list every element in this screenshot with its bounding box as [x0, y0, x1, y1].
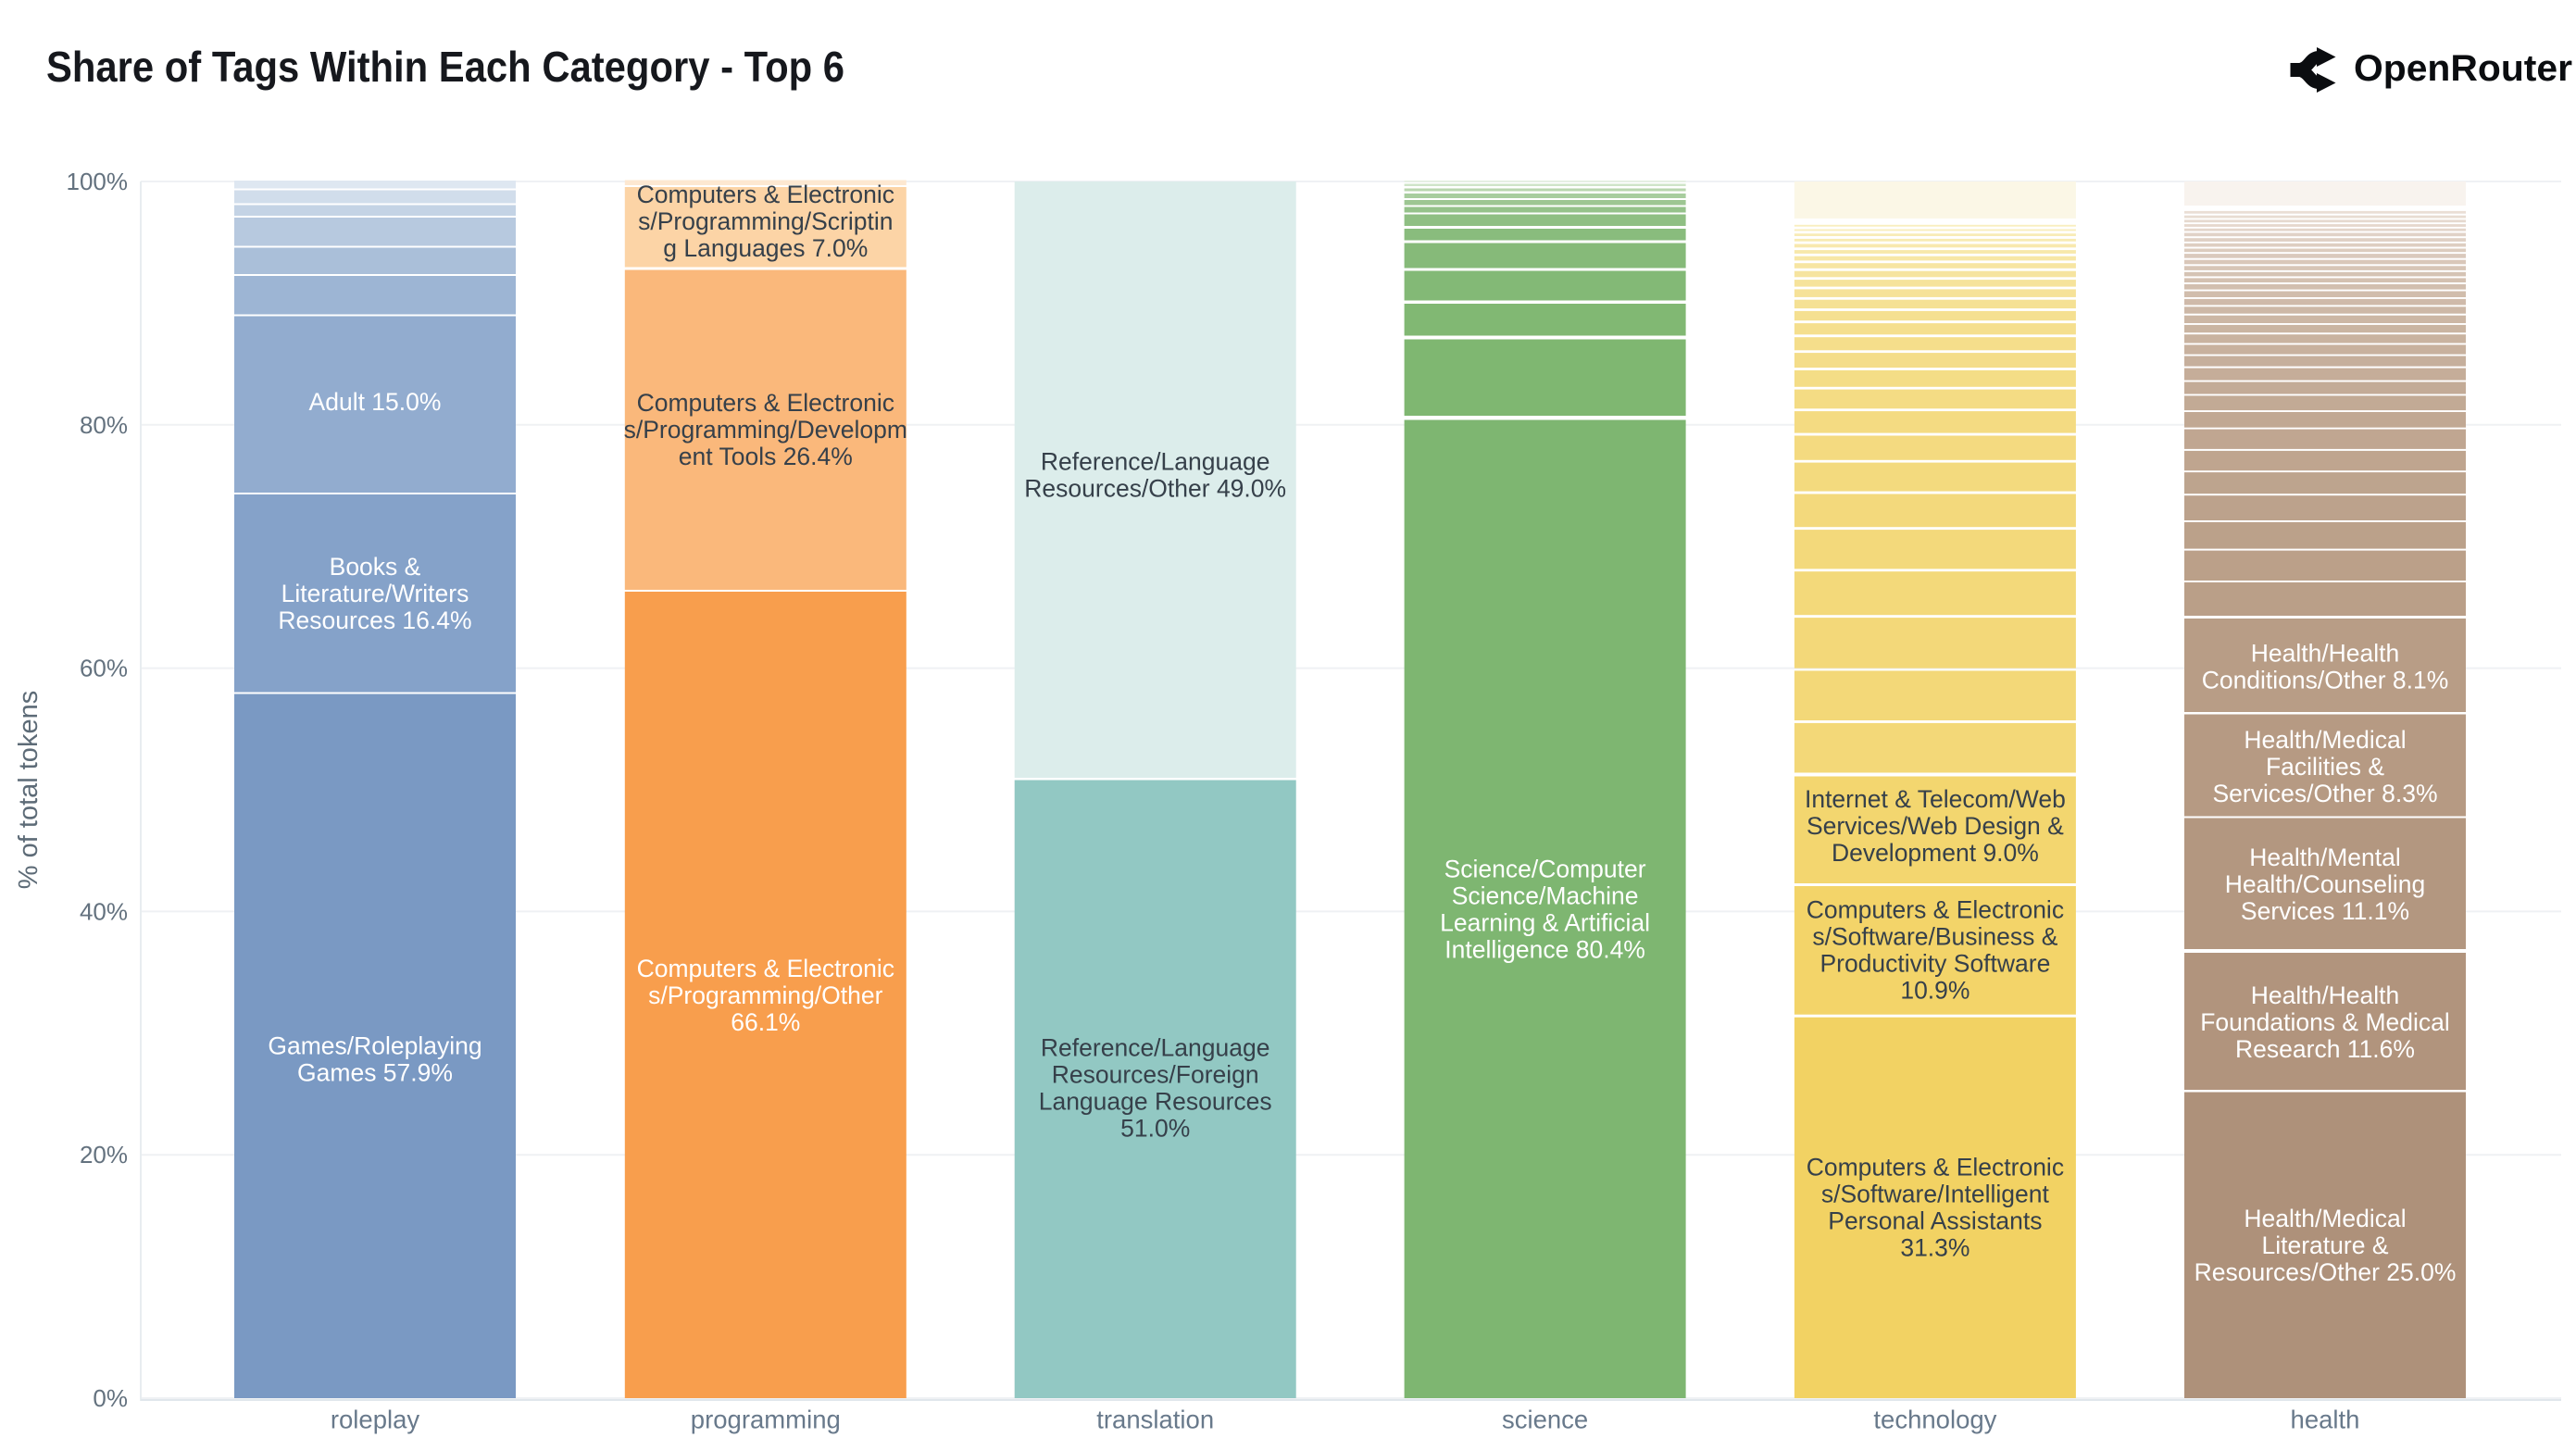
svg-text:Adult 15.0%: Adult 15.0% [309, 388, 442, 416]
svg-text:Games/Roleplaying: Games/Roleplaying [268, 1032, 481, 1060]
svg-text:Science/Computer: Science/Computer [1444, 856, 1646, 883]
svg-text:OpenRouter: OpenRouter [2354, 48, 2572, 89]
svg-text:0%: 0% [93, 1384, 128, 1412]
svg-text:80%: 80% [80, 411, 128, 439]
svg-text:Computers & Electronic: Computers & Electronic [1807, 896, 2064, 924]
svg-text:Literature &: Literature & [2262, 1231, 2389, 1259]
svg-text:Language Resources: Language Resources [1039, 1088, 1272, 1116]
svg-text:51.0%: 51.0% [1120, 1115, 1190, 1143]
svg-text:% of total tokens: % of total tokens [14, 691, 44, 889]
svg-text:s/Software/Business &: s/Software/Business & [1812, 923, 2057, 951]
svg-text:Foundations & Medical: Foundations & Medical [2200, 1008, 2450, 1036]
svg-text:s/Software/Intelligent: s/Software/Intelligent [1821, 1181, 2050, 1208]
svg-text:g Languages 7.0%: g Languages 7.0% [663, 234, 868, 262]
svg-text:ent Tools 26.4%: ent Tools 26.4% [679, 443, 853, 470]
svg-text:s/Programming/Developm: s/Programming/Developm [624, 416, 907, 444]
svg-text:10.9%: 10.9% [1900, 977, 1970, 1005]
svg-text:s/Programming/Other: s/Programming/Other [648, 981, 882, 1009]
svg-text:Resources/Foreign: Resources/Foreign [1052, 1061, 1259, 1089]
svg-text:Share of Tags Within Each Cate: Share of Tags Within Each Category - Top… [46, 43, 844, 91]
svg-text:100%: 100% [67, 168, 129, 195]
svg-text:Resources 16.4%: Resources 16.4% [278, 606, 471, 634]
svg-text:Health/Mental: Health/Mental [2249, 844, 2401, 871]
svg-text:Health/Medical: Health/Medical [2244, 1205, 2406, 1232]
svg-text:Internet & Telecom/Web: Internet & Telecom/Web [1805, 785, 2066, 813]
svg-text:Resources/Other 49.0%: Resources/Other 49.0% [1024, 475, 1286, 503]
svg-text:Personal Assistants: Personal Assistants [1828, 1207, 2042, 1235]
svg-text:Health/Health: Health/Health [2251, 981, 2400, 1009]
svg-text:Facilities &: Facilities & [2266, 753, 2384, 781]
svg-text:health: health [2291, 1406, 2360, 1434]
svg-text:31.3%: 31.3% [1900, 1234, 1970, 1262]
svg-text:Science/Machine: Science/Machine [1452, 882, 1639, 910]
svg-text:science: science [1502, 1406, 1588, 1434]
svg-text:Literature/Writers: Literature/Writers [281, 580, 469, 607]
svg-text:roleplay: roleplay [331, 1406, 420, 1434]
svg-text:Research 11.6%: Research 11.6% [2235, 1035, 2415, 1063]
svg-text:Resources/Other 25.0%: Resources/Other 25.0% [2195, 1258, 2457, 1286]
svg-text:Productivity Software: Productivity Software [1819, 950, 2050, 978]
svg-text:40%: 40% [80, 897, 128, 925]
svg-text:Health/Medical: Health/Medical [2244, 726, 2406, 754]
svg-text:Computers & Electronic: Computers & Electronic [637, 955, 894, 982]
svg-text:s/Programming/Scriptin: s/Programming/Scriptin [638, 207, 893, 235]
svg-text:66.1%: 66.1% [731, 1008, 800, 1036]
svg-text:Learning & Artificial: Learning & Artificial [1440, 909, 1650, 937]
svg-text:Computers & Electronic: Computers & Electronic [637, 389, 894, 417]
svg-text:20%: 20% [80, 1141, 128, 1169]
svg-text:60%: 60% [80, 655, 128, 682]
svg-text:Services 11.1%: Services 11.1% [2241, 897, 2409, 925]
svg-text:Games 57.9%: Games 57.9% [297, 1059, 453, 1087]
svg-text:Books &: Books & [330, 553, 421, 581]
svg-text:Health/Health: Health/Health [2251, 640, 2400, 668]
svg-text:Computers & Electronic: Computers & Electronic [1807, 1154, 2064, 1181]
svg-text:Services/Web Design &: Services/Web Design & [1807, 812, 2064, 840]
svg-text:technology: technology [1873, 1406, 1996, 1434]
svg-text:translation: translation [1096, 1406, 1214, 1434]
svg-text:Computers & Electronic: Computers & Electronic [637, 181, 894, 208]
svg-text:Conditions/Other 8.1%: Conditions/Other 8.1% [2202, 667, 2449, 694]
svg-text:Reference/Language: Reference/Language [1041, 1034, 1270, 1062]
svg-text:Intelligence 80.4%: Intelligence 80.4% [1444, 936, 1645, 964]
svg-text:Development 9.0%: Development 9.0% [1832, 839, 2039, 867]
svg-text:Services/Other 8.3%: Services/Other 8.3% [2212, 780, 2437, 807]
svg-text:Reference/Language: Reference/Language [1041, 448, 1270, 476]
svg-text:programming: programming [691, 1406, 841, 1434]
svg-text:Health/Counseling: Health/Counseling [2225, 870, 2426, 898]
